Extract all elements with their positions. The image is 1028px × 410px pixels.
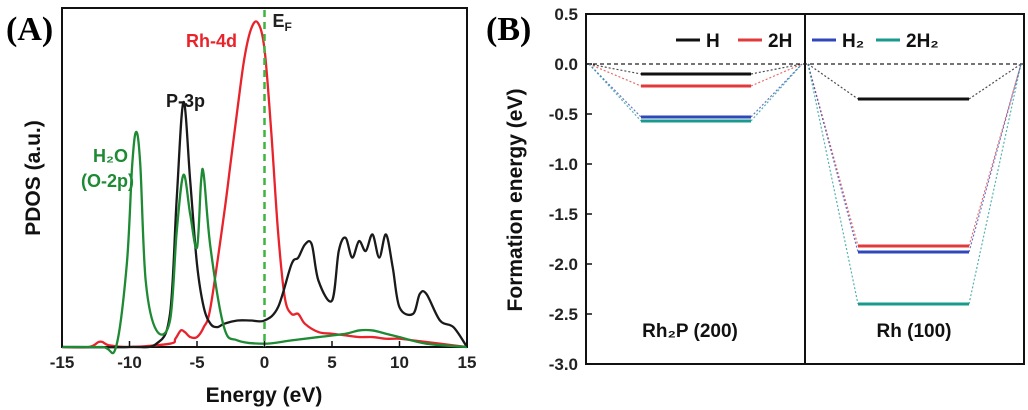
fermi-level-label: EF [273, 11, 292, 34]
fermi-label-sub: F [285, 20, 292, 34]
pdos-x-ticks: -15 -10 -5 0 5 10 15 [50, 341, 477, 372]
connector-left-series-h-rh2p [588, 63, 642, 75]
energy-levels-group [588, 63, 1022, 306]
connector-left-series-2h-rh2p [588, 63, 642, 87]
pdos-x-axis-title: Energy (eV) [206, 384, 323, 407]
connector-right-series-h-rh2p [750, 63, 803, 75]
panel-a-label: (A) [6, 11, 53, 48]
pdos-x-tick-label: 5 [327, 353, 336, 372]
annotation-h2o: H₂O [93, 146, 128, 166]
connector-right-series-h-rh [968, 63, 1022, 100]
formation-y-tick-label: 0.0 [554, 55, 578, 74]
legend-label-h: H [706, 31, 720, 52]
annotation-rh-4d: Rh-4d [186, 31, 237, 51]
formation-y-tick-label: -0.5 [549, 105, 578, 124]
formation-y-tick-label: -2.0 [549, 255, 578, 274]
connector-left-series-2h-rh [807, 63, 859, 247]
pdos-x-tick-label: 10 [390, 353, 409, 372]
formation-y-axis-title: Formation energy (eV) [504, 89, 527, 312]
pdos-x-tick-label: -15 [50, 353, 75, 372]
formation-legend: H 2H H₂ 2H₂ [676, 31, 939, 52]
pdos-x-tick-label: 0 [260, 353, 269, 372]
category-label-rh: Rh (100) [877, 321, 952, 342]
connector-right-series-2h-rh [968, 63, 1022, 305]
legend-label-h: H₂ [842, 31, 864, 52]
pdos-x-tick-label: -10 [117, 353, 142, 372]
fermi-label-main: E [273, 11, 285, 31]
legend-label-2h: 2H₂ [906, 31, 939, 52]
connector-right-series-2h-rh2p [750, 63, 803, 87]
pdos-chart: EF -15 -10 -5 0 5 10 15 Energy (eV) PDOS (a.u.… [22, 7, 477, 407]
connector-right-series-2h-rh [968, 63, 1022, 247]
pdos-series-group [61, 20, 468, 355]
connector-left-series-2h-rh2p [588, 63, 642, 122]
pdos-curve-p-3p [61, 100, 468, 349]
connector-right-series-2h-rh2p [750, 63, 803, 122]
pdos-curve-rh-4d [61, 20, 468, 349]
connector-left-series-h-rh [807, 63, 859, 100]
formation-y-tick-label: 0.5 [554, 5, 578, 24]
pdos-x-tick-label: -5 [189, 353, 204, 372]
formation-y-tick-label: -3.0 [549, 355, 578, 374]
pdos-x-tick-label: 15 [458, 353, 477, 372]
annotation-p-3p: P-3p [166, 91, 205, 111]
formation-y-tick-label: -1.5 [549, 205, 578, 224]
annotation-o-2p: (O-2p) [81, 171, 134, 191]
pdos-curve-h2o-o-2p [61, 130, 468, 355]
connector-left-series-2h-rh [807, 63, 859, 305]
formation-y-tick-label: -2.5 [549, 305, 578, 324]
connector-left-series-h-rh [807, 63, 859, 253]
legend-label-2h: 2H [768, 31, 792, 52]
formation-y-ticks: 0.5 0.0 -0.5 -1.0 -1.5 -2.0 -2.5 -3.0 [549, 5, 592, 374]
formation-energy-chart: 0.50.0-0.5-1.0-1.5-2.0-2.5-3.0 H 2H H₂ 2H₂ … [504, 5, 1025, 374]
category-label-rh2p: Rh₂P (200) [642, 321, 738, 342]
pdos-y-axis-title: PDOS (a.u.) [22, 120, 45, 236]
panel-b-label: (B) [486, 11, 531, 48]
formation-y-tick-label: -1.0 [549, 155, 578, 174]
connector-right-series-h-rh [968, 63, 1022, 253]
